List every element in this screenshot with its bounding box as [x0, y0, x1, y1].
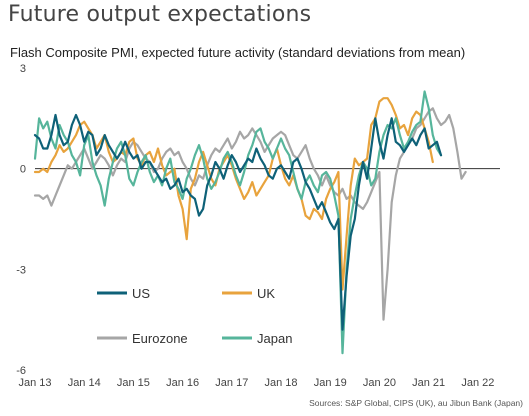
x-tick-label: Jan 13 — [18, 377, 51, 389]
x-tick-label: Jan 20 — [363, 377, 396, 389]
series-line-japan — [33, 90, 443, 355]
x-tick-label: Jan 17 — [215, 377, 248, 389]
y-tick-label: -6 — [16, 365, 26, 377]
legend-label-japan: Japan — [257, 331, 292, 346]
y-tick-label: 3 — [20, 63, 26, 75]
y-tick-label: 0 — [20, 164, 26, 176]
x-tick-label: Jan 22 — [461, 377, 494, 389]
y-axis: 3 0 -3 -6 — [16, 63, 26, 377]
series-line-us — [33, 113, 443, 331]
chart-subtitle: Flash Composite PMI, expected future act… — [10, 45, 466, 60]
x-axis: Jan 13 Jan 14 Jan 15 Jan 16 Jan 17 Jan 18 Jan … — [18, 377, 494, 389]
x-tick-label: Jan 18 — [265, 377, 298, 389]
x-tick-label: Jan 14 — [68, 377, 101, 389]
series-lines — [33, 90, 467, 355]
x-tick-label: Jan 21 — [412, 377, 445, 389]
x-tick-label: Jan 19 — [314, 377, 347, 389]
legend: US UK Eurozone Japan — [97, 286, 292, 346]
legend-label-us: US — [132, 286, 150, 301]
x-tick-label: Jan 16 — [166, 377, 199, 389]
source-note: Sources: S&P Global, CIPS (UK), au Jibun… — [309, 398, 523, 408]
y-tick-label: -3 — [16, 264, 26, 276]
legend-label-uk: UK — [257, 286, 275, 301]
x-tick-label: Jan 15 — [117, 377, 150, 389]
series-line-eurozone — [33, 107, 467, 321]
chart-title: Future output expectations — [8, 2, 312, 27]
legend-label-eurozone: Eurozone — [132, 331, 188, 346]
